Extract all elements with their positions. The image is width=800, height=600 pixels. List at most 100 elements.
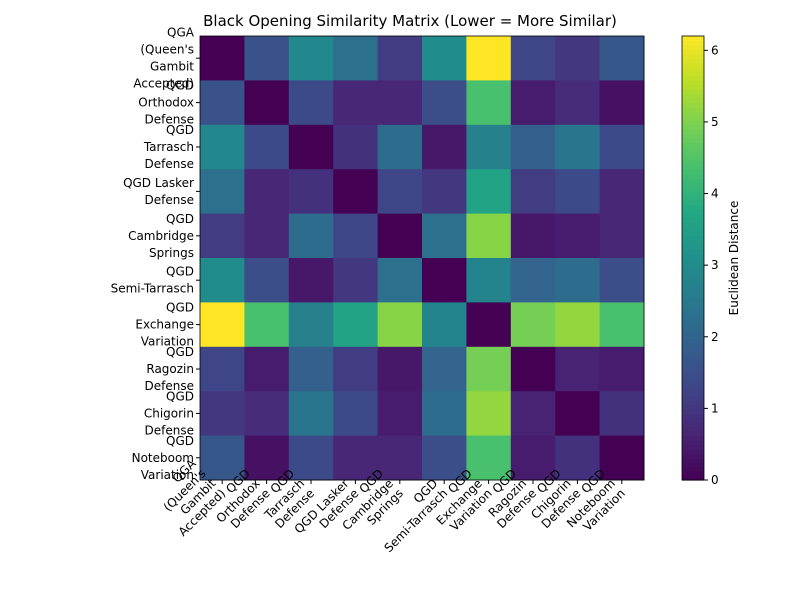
y-tick-label: QGD Orthodox Defense <box>138 79 194 127</box>
colorbar-segment <box>682 71 704 77</box>
heatmap-cell <box>555 213 601 259</box>
colorbar-tick-label: 4 <box>711 187 719 201</box>
heatmap-cell <box>244 124 290 170</box>
heatmap-cell <box>200 36 245 81</box>
colorbar-segment <box>682 155 704 161</box>
heatmap-cell <box>244 346 290 392</box>
colorbar-segment <box>682 133 704 139</box>
colorbar-segment <box>682 235 704 241</box>
colorbar-segment <box>682 293 704 299</box>
colorbar-segment <box>682 218 704 224</box>
heatmap-cell <box>466 391 512 437</box>
colorbar-segment <box>682 160 704 166</box>
heatmap-cell <box>244 36 290 81</box>
colorbar-segment <box>682 346 704 352</box>
heatmap-cell <box>599 36 645 81</box>
colorbar-segment <box>682 89 704 95</box>
heatmap <box>199 35 645 481</box>
colorbar-tick-label: 2 <box>711 330 719 344</box>
heatmap-cell <box>333 435 379 481</box>
heatmap-cell <box>377 302 423 348</box>
heatmap-cell <box>599 302 645 348</box>
colorbar-segment <box>682 147 704 153</box>
heatmap-cell <box>377 80 423 126</box>
heatmap-cell <box>555 435 601 481</box>
heatmap-cell <box>466 124 512 170</box>
y-tick-label: QGD Cambridge Springs <box>128 212 194 260</box>
heatmap-cell <box>377 124 423 170</box>
colorbar-segment <box>682 320 704 326</box>
colorbar-segment <box>682 44 704 50</box>
heatmap-cell <box>288 169 334 215</box>
heatmap-cell <box>510 124 556 170</box>
colorbar-segment <box>682 315 704 321</box>
colorbar-segment <box>682 355 704 361</box>
heatmap-cell <box>599 80 645 126</box>
colorbar-segment <box>682 364 704 370</box>
colorbar-segment <box>682 258 704 264</box>
heatmap-cell <box>333 346 379 392</box>
colorbar-segment <box>682 209 704 215</box>
colorbar-segment <box>682 351 704 357</box>
heatmap-cell <box>200 80 245 126</box>
heatmap-cell <box>288 124 334 170</box>
colorbar-segment <box>682 475 704 481</box>
colorbar-segment <box>682 395 704 401</box>
colorbar-segment <box>682 98 704 104</box>
heatmap-cell <box>288 36 334 81</box>
heatmap-cell <box>555 80 601 126</box>
heatmap-cell <box>200 258 245 303</box>
colorbar-segment <box>682 173 704 179</box>
colorbar-segment <box>682 53 704 59</box>
colorbar-segment <box>682 471 704 477</box>
colorbar-segment <box>682 462 704 468</box>
heatmap-cell <box>377 169 423 215</box>
colorbar-tick-label: 3 <box>711 258 719 272</box>
heatmap-cell <box>466 435 512 481</box>
heatmap-cell <box>422 391 467 437</box>
colorbar-segment <box>682 275 704 281</box>
colorbar-segment <box>682 49 704 55</box>
colorbar-segment <box>682 342 704 348</box>
colorbar-segment <box>682 67 704 73</box>
colorbar-segment <box>682 222 704 228</box>
y-tick-label: QGD Exchange Variation <box>135 301 194 349</box>
heatmap-cell <box>422 258 467 303</box>
colorbar-segment <box>682 329 704 335</box>
colorbar-segment <box>682 457 704 463</box>
colorbar-segment <box>682 440 704 446</box>
colorbar-segment <box>682 382 704 388</box>
colorbar-segment <box>682 431 704 437</box>
heatmap-cell <box>377 391 423 437</box>
heatmap-cell <box>333 36 379 81</box>
colorbar-segment <box>682 306 704 312</box>
colorbar-segment <box>682 448 704 454</box>
colorbar-segment <box>682 444 704 450</box>
colorbar-segment <box>682 240 704 246</box>
colorbar-segment <box>682 333 704 339</box>
y-tick-label: QGD Tarrasch Defense <box>143 123 194 171</box>
colorbar-segment <box>682 391 704 397</box>
heatmap-cell <box>200 213 245 259</box>
y-axis-ticks: QGA (Queen's Gambit Accepted)QGD Orthodox Def… <box>111 26 200 482</box>
colorbar-segment <box>682 253 704 259</box>
heatmap-cell <box>200 346 245 392</box>
heatmap-cell <box>422 346 467 392</box>
chart-title: Black Opening Similarity Matrix (Lower =… <box>203 12 617 30</box>
heatmap-cell <box>599 258 645 303</box>
colorbar-segment <box>682 231 704 237</box>
colorbar-segment <box>682 302 704 308</box>
heatmap-cell <box>288 435 334 481</box>
colorbar-segment <box>682 182 704 188</box>
heatmap-cell <box>599 435 645 481</box>
colorbar-segment <box>682 111 704 117</box>
heatmap-cell <box>244 258 290 303</box>
colorbar-segment <box>682 297 704 303</box>
colorbar-segment <box>682 169 704 175</box>
heatmap-cell <box>333 169 379 215</box>
colorbar-segment <box>682 102 704 108</box>
heatmap-cell <box>288 346 334 392</box>
colorbar-segment <box>682 377 704 383</box>
heatmap-cell <box>333 302 379 348</box>
heatmap-cell <box>333 258 379 303</box>
